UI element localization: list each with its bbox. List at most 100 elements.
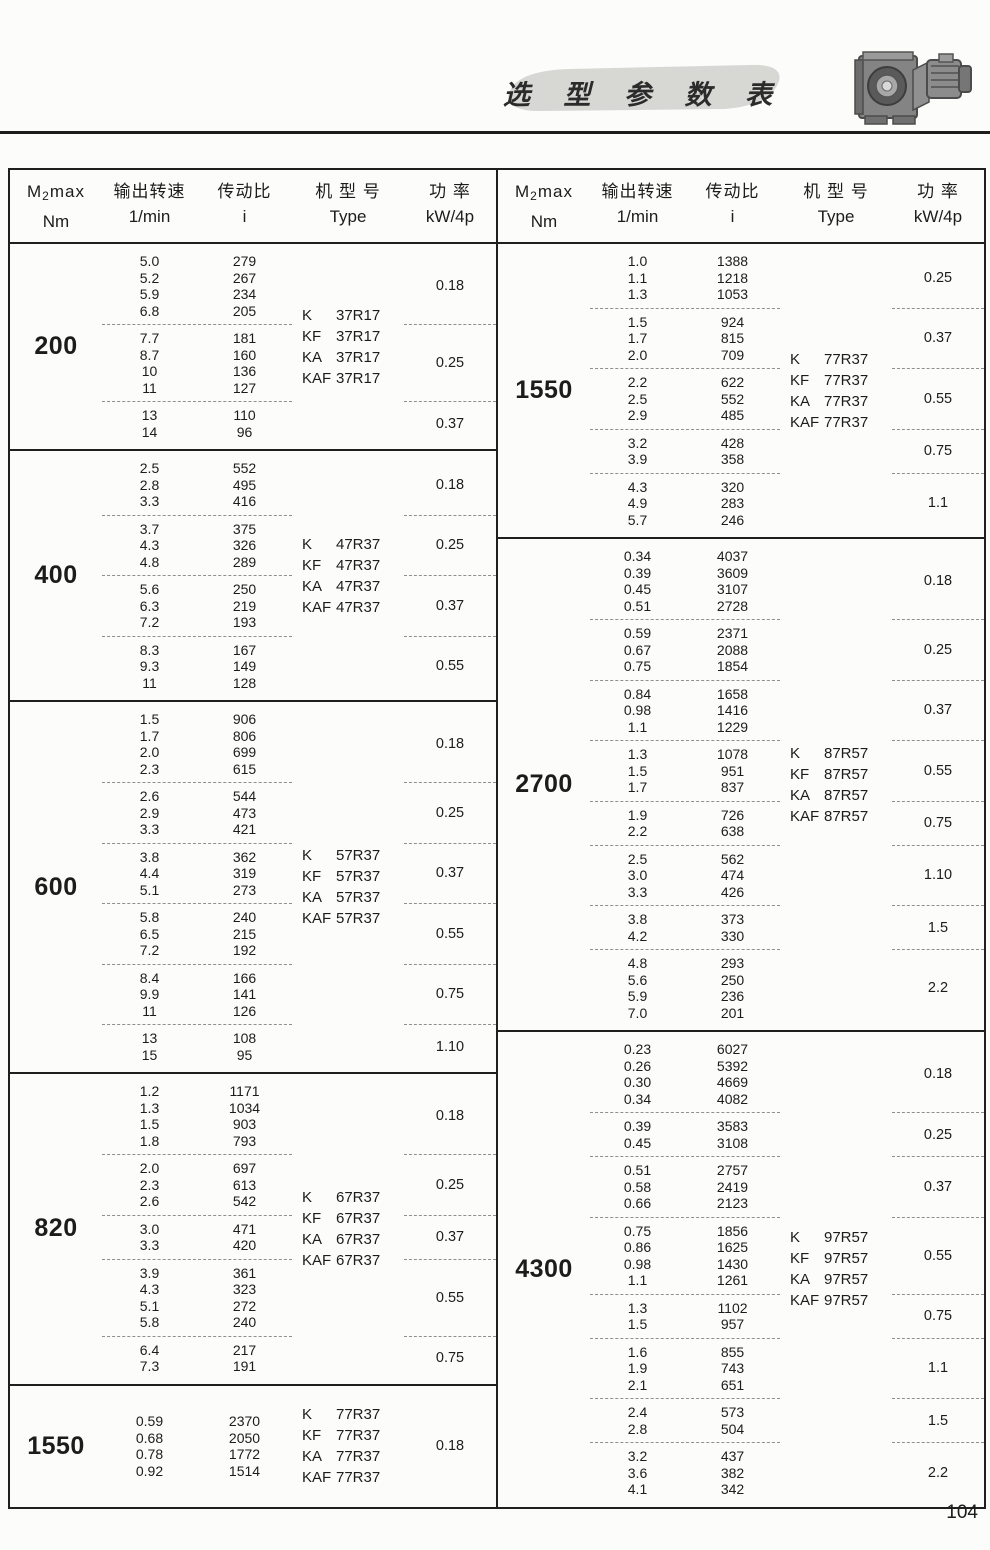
speed-value: 11: [142, 379, 157, 396]
speed-ratio-row: 0.66 2123: [590, 1195, 780, 1212]
type-model-number: 57R37: [336, 868, 381, 885]
speed-ratio-row: 0.67 2088: [590, 642, 780, 659]
speed-ratio-row: 4.3 320: [590, 479, 780, 496]
power-value: 1.5: [892, 1399, 984, 1443]
speed-value: 0.86: [623, 1239, 652, 1255]
speed-ratio-group: 0.59 2371 0.67 2088 0.75 1854: [590, 620, 780, 681]
speed-value: 13: [141, 407, 158, 423]
speed-value: 6.4: [139, 1341, 160, 1358]
speed-ratio-row: 3.3 416: [102, 493, 292, 510]
speed-ratio-row: 2.2 622: [590, 374, 780, 391]
type-list: K 47R37 KF 47R37 KA 47R37 KAF 47R37: [292, 455, 404, 696]
speed-ratio-row: 5.6 250: [102, 581, 292, 598]
speed-value: 5.8: [139, 1314, 160, 1330]
power-value: 0.75: [404, 965, 496, 1025]
power-value: 0.55: [404, 904, 496, 965]
type-prefix: K: [302, 1188, 313, 1206]
type-model-number: 67R37: [336, 1251, 381, 1269]
speed-value: 0.98: [623, 1255, 652, 1272]
ratio-value: 743: [720, 1360, 745, 1376]
torque-value: 600: [34, 872, 78, 901]
ratio-value: 267: [232, 269, 257, 286]
speed-ratio-row: 0.68 2050: [102, 1430, 292, 1447]
ratio-value: 615: [232, 760, 257, 777]
speed-value: 1.5: [139, 711, 160, 727]
type-model-number: 77R37: [336, 1406, 381, 1423]
speed-ratio-row: 3.8 362: [102, 849, 292, 866]
selection-parameter-table: M2max Nm 输出转速 1/min 传动比 i 机 型 号 Type: [8, 168, 986, 1509]
ratio-value: 342: [720, 1481, 745, 1497]
speed-ratio-row: 2.5 562: [590, 851, 780, 868]
speed-ratio-row: 8.7 160: [102, 347, 292, 364]
speed-value: 0.39: [623, 1118, 652, 1134]
ratio-value: 806: [232, 727, 257, 744]
ratio-value: 957: [720, 1316, 745, 1332]
type-prefix: KF: [302, 556, 322, 574]
ratio-value: 542: [232, 1193, 257, 1209]
ratio-value: 141: [232, 986, 257, 1002]
ratio-value: 709: [720, 346, 745, 363]
speed-ratio-group: 1.6 855 1.9 743 2.1 651: [590, 1339, 780, 1399]
speed-ratio-row: 2.1 651: [590, 1377, 780, 1394]
torque-block-400: 400 2.5 552 2.8 495 3.3 416 0.18 3.7 375 4.3 326 4.8…: [10, 449, 496, 700]
speed-ratio-row: 11 127: [102, 380, 292, 397]
speed-ratio-group: 3.9 361 4.3 323 5.1 272 5.8 240: [102, 1260, 292, 1337]
speed-ratio-row: 1.3 1053: [590, 286, 780, 303]
ratio-value: 474: [720, 867, 745, 883]
ratio-value: 1171: [229, 1083, 260, 1099]
ratio-value: 193: [232, 614, 257, 630]
speed-value: 0.67: [623, 641, 652, 658]
speed-ratio-row: 3.3 426: [590, 884, 780, 901]
speed-ratio-row: 0.51 2728: [590, 598, 780, 615]
speed-value: 2.8: [139, 476, 160, 493]
ratio-value: 272: [232, 1297, 257, 1314]
ratio-value: 622: [720, 374, 745, 390]
speed-ratio-row: 1.9 743: [590, 1360, 780, 1377]
speed-value: 2.2: [627, 374, 648, 390]
type-list: K 87R57 KF 87R57 KA 87R57 KAF 87R57: [780, 543, 892, 1026]
ratio-value: 96: [236, 423, 253, 440]
speed-value: 2.1: [627, 1376, 648, 1393]
torque-block-2700: 2700 0.34 4037 0.39 3609 0.45 3107 0.51 2728 0.18…: [498, 537, 984, 1030]
type-model-number: 87R57: [824, 807, 869, 825]
speed-value: 2.4: [627, 1404, 648, 1420]
speed-ratio-group: 2.5 562 3.0 474 3.3 426: [590, 846, 780, 906]
speed-ratio-row: 2.8 495: [102, 477, 292, 494]
power-value: 0.75: [892, 802, 984, 846]
speed-ratio-row: 8.3 167: [102, 642, 292, 659]
type-model: K 67R37: [302, 1187, 404, 1208]
type-model-number: 77R37: [824, 350, 869, 368]
header-power: 功 率 kW/4p: [913, 182, 963, 226]
type-model: KA 67R37: [302, 1229, 404, 1250]
speed-ratio-row: 2.6 544: [102, 788, 292, 805]
speed-value: 10: [141, 363, 158, 379]
speed-ratio-row: 15 95: [102, 1047, 292, 1064]
speed-ratio-row: 1.3 1102: [590, 1300, 780, 1317]
type-prefix: KF: [790, 371, 810, 389]
type-prefix: KAF: [790, 1292, 820, 1310]
torque-block-200: 200 5.0 279 5.2 267 5.9 234 6.8 205 0.18 7.7 181 8.7…: [10, 244, 496, 449]
speed-ratio-row: 4.4 319: [102, 865, 292, 882]
ratio-value: 373: [720, 911, 745, 927]
speed-ratio-row: 2.9 485: [590, 407, 780, 424]
type-prefix: KA: [790, 392, 811, 410]
speed-ratio-group: 0.34 4037 0.39 3609 0.45 3107 0.51 2728: [590, 543, 780, 620]
speed-ratio-row: 6.4 217: [102, 1342, 292, 1359]
ratio-value: 361: [232, 1264, 257, 1281]
speed-ratio-row: 6.3 219: [102, 598, 292, 615]
speed-value: 0.34: [623, 1090, 652, 1107]
speed-value: 0.26: [623, 1057, 652, 1074]
speed-value: 1.1: [627, 718, 648, 735]
speed-ratio-group: 8.4 166 9.9 141 11 126: [102, 965, 292, 1025]
speed-ratio-row: 7.0 201: [590, 1005, 780, 1022]
speed-value: 5.1: [139, 1297, 160, 1314]
speed-ratio-row: 3.0 471: [102, 1221, 292, 1238]
ratio-value: 2088: [716, 641, 749, 658]
speed-ratio-row: 0.59 2370: [102, 1413, 292, 1430]
type-model-number: 77R37: [336, 1448, 381, 1465]
speed-value: 3.3: [139, 821, 160, 837]
type-model-number: 87R57: [824, 765, 869, 783]
torque-block-4300: 4300 0.23 6027 0.26 5392 0.30 4669 0.34 4082 0.18…: [498, 1030, 984, 1507]
ratio-value: 3609: [716, 564, 749, 581]
type-prefix: KA: [302, 348, 323, 366]
